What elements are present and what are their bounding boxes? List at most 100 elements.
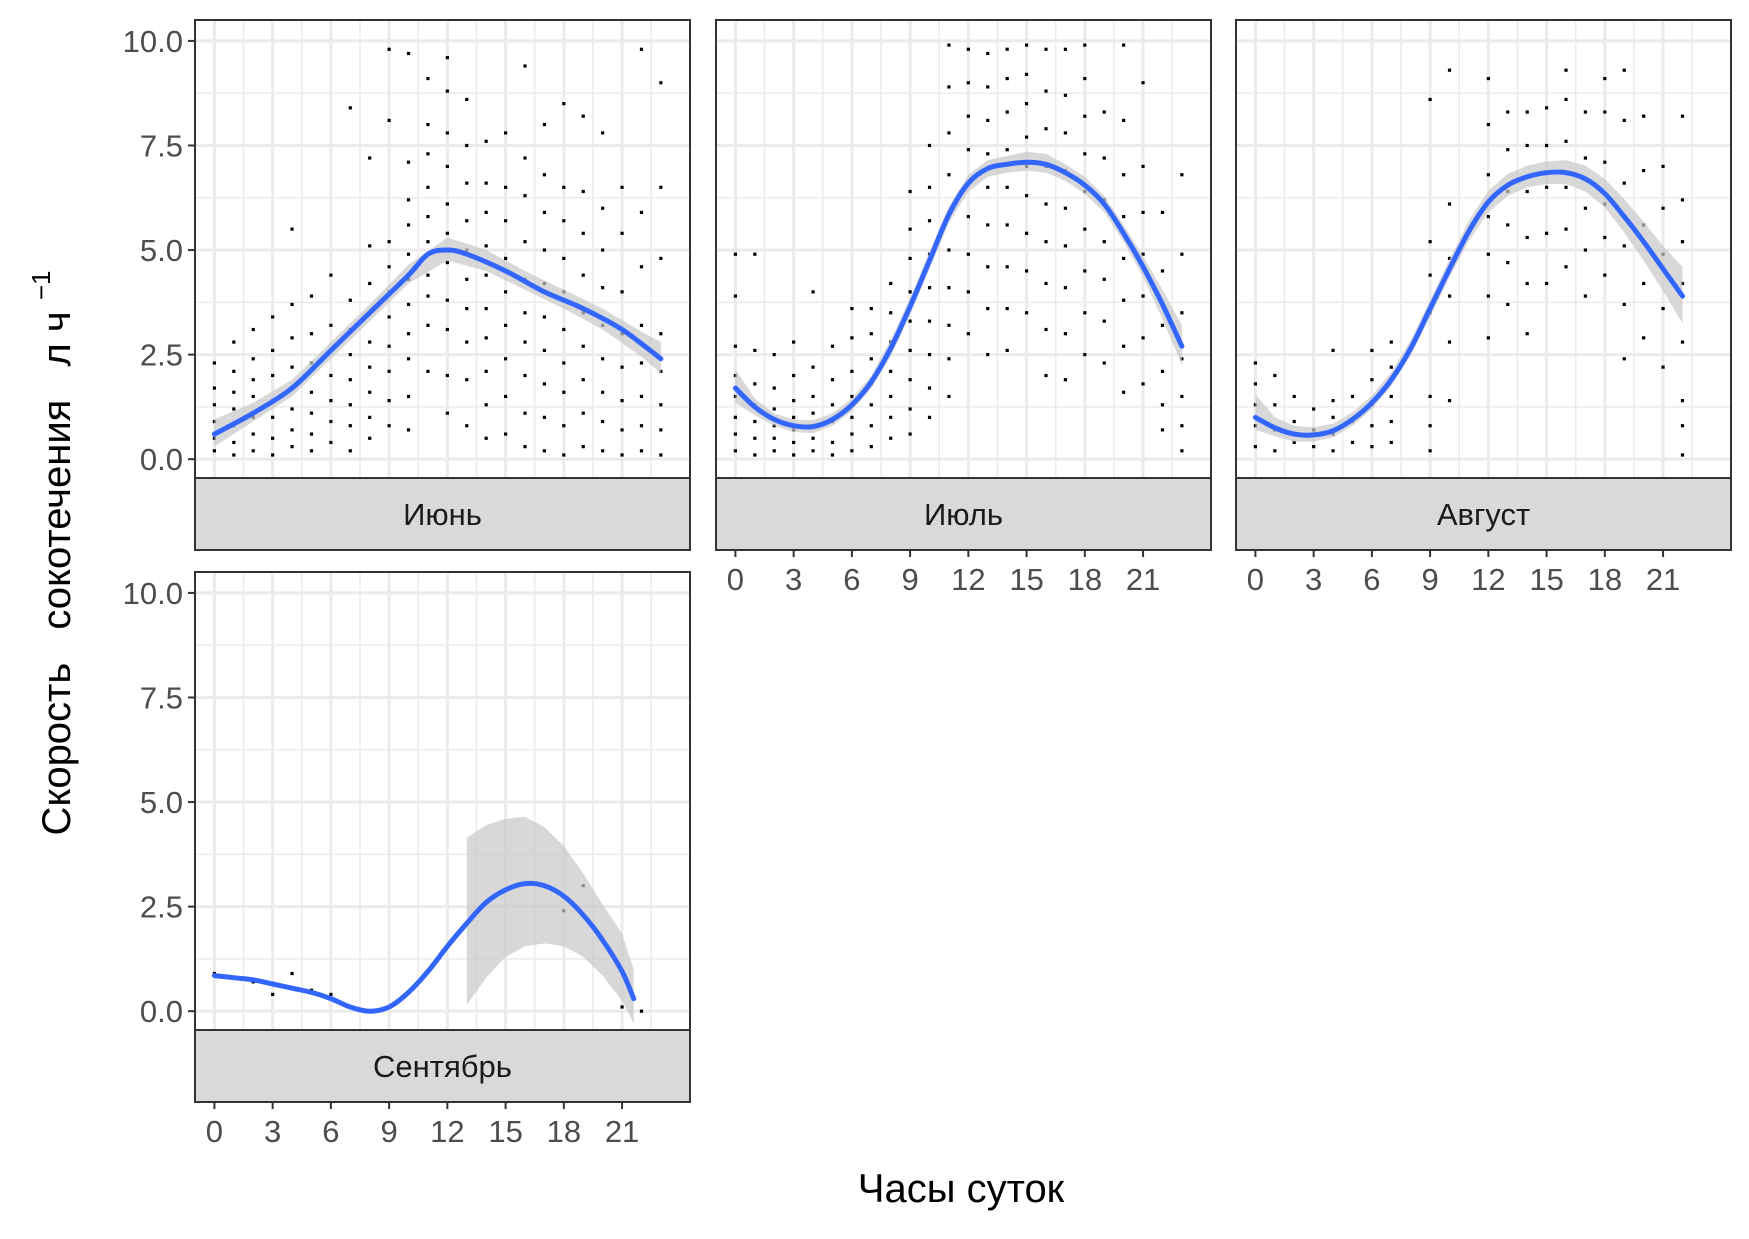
data-point [1564,265,1568,269]
y-tick-label: 5.0 [140,785,183,820]
data-point [1180,311,1184,315]
data-point [966,214,970,219]
data-point [811,411,815,415]
data-point [1063,131,1068,135]
data-point [733,252,738,256]
data-point [772,436,776,440]
data-point [1063,93,1068,97]
x-tick-label: 0 [727,562,744,597]
data-point [465,277,469,281]
data-point [659,428,663,432]
data-point [368,244,372,248]
data-point [966,252,970,256]
plot-area [211,47,664,457]
data-point [1447,340,1452,344]
data-point [850,336,854,340]
data-point [792,399,796,403]
x-tick-label: 21 [605,1114,639,1149]
data-point [733,294,738,298]
data-point [290,971,294,976]
data-point [1564,185,1568,189]
data-point [1544,185,1549,189]
x-tick-label: 0 [1247,562,1264,597]
data-point [620,290,624,294]
data-point [465,424,469,428]
data-point [1447,202,1452,206]
facet-strip [1235,477,1732,551]
data-point [1141,252,1145,256]
data-point [542,173,547,177]
data-point [562,453,566,457]
data-point [1506,223,1510,227]
data-point [445,373,449,378]
data-point [329,273,333,277]
data-point [1102,277,1106,281]
data-point [1603,160,1607,164]
data-point [1622,302,1626,307]
data-point [792,373,796,378]
data-point [1063,378,1068,382]
data-point [889,415,893,419]
data-point [772,386,776,390]
data-point [811,394,815,399]
data-point [1160,369,1165,373]
data-point [581,273,585,277]
data-point [947,173,951,177]
data-point [1024,72,1029,76]
data-point [212,361,217,365]
data-point [387,399,391,403]
data-point [445,260,449,265]
data-point [1160,269,1165,273]
data-point [562,219,566,223]
data-point [1680,114,1685,118]
data-point [1180,449,1184,453]
data-point [562,102,566,106]
data-point [387,47,391,51]
data-point [753,348,757,353]
data-point [212,449,217,453]
data-point [523,373,527,378]
data-point [465,143,469,148]
data-point [1486,252,1490,256]
data-point [232,369,236,373]
facet-strip-label: Июнь [403,497,482,532]
data-point [639,394,644,399]
data-point [620,428,624,432]
data-point [329,440,333,445]
data-point [792,415,796,419]
data-point [1622,244,1626,248]
data-point [601,357,605,361]
data-point [639,47,644,51]
data-point [232,390,236,394]
data-point [601,419,605,424]
x-tick-label: 21 [1126,562,1160,597]
data-point [406,51,411,56]
data-point [406,428,411,432]
data-point [542,382,547,386]
data-point [1005,265,1009,269]
data-point [1083,269,1087,273]
data-point [309,390,314,394]
data-point [1122,390,1126,394]
data-point [309,432,314,436]
data-point [927,319,932,323]
data-point [523,194,527,198]
data-point [1506,260,1510,265]
data-point [1141,382,1145,386]
data-point [329,419,333,424]
data-point [426,122,430,127]
data-point [1312,445,1316,449]
data-point [1180,252,1184,256]
data-point [908,407,912,411]
data-point [484,403,488,407]
data-point [251,449,255,453]
data-point [966,332,970,336]
data-point [445,131,449,135]
data-point [329,323,333,327]
data-point [927,143,932,148]
data-point [406,198,411,202]
data-point [251,394,255,399]
data-point [947,286,951,290]
data-point [1544,143,1549,148]
data-point [426,323,430,327]
